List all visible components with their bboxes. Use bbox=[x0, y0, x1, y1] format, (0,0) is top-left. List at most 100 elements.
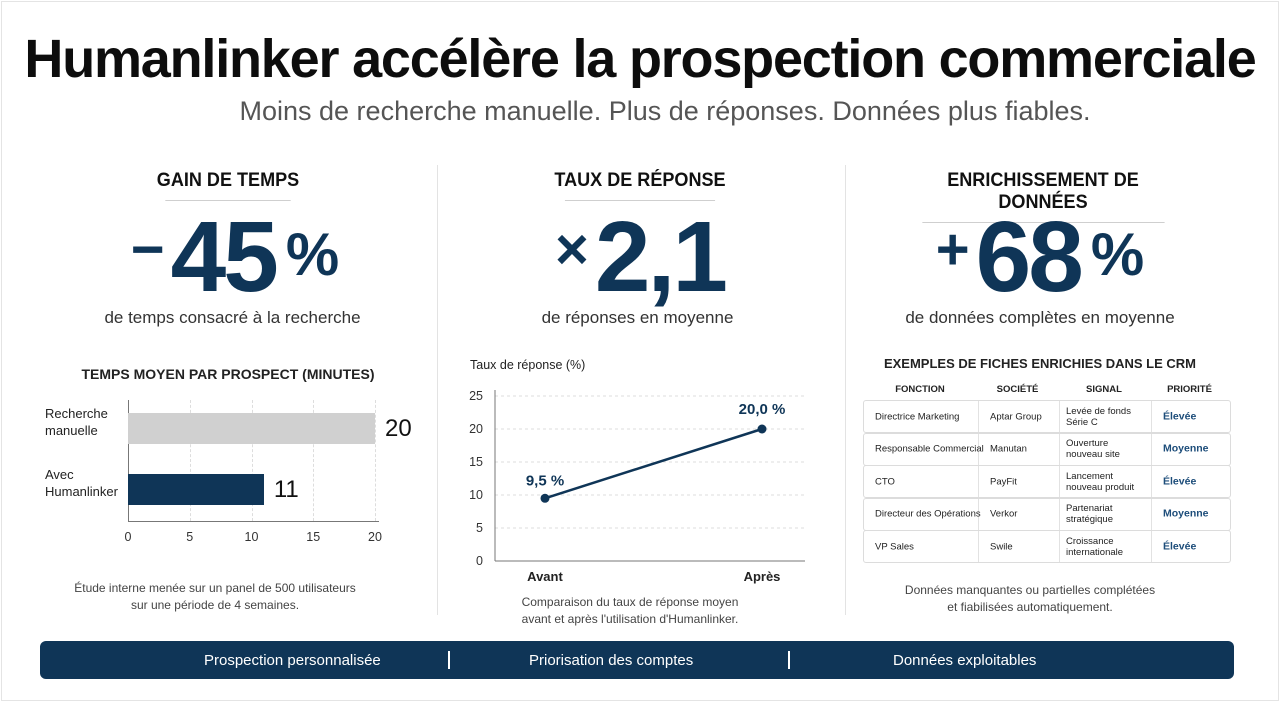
banner-item: Prospection personnalisée bbox=[204, 652, 381, 669]
crm-table-cell-divider bbox=[978, 531, 979, 562]
crm-table-row: VP Sales Swile Croissance internationale Él… bbox=[863, 530, 1231, 563]
crm-table-cell: CTO bbox=[875, 476, 895, 487]
line-chart-point bbox=[540, 493, 550, 503]
crm-table-cell: Ouverture nouveau site bbox=[1066, 438, 1120, 460]
kpi-data-description: de données complètes en moyenne bbox=[905, 308, 1175, 327]
line-chart-tick-label: 0 bbox=[476, 554, 483, 568]
line-chart-tick-label: 10 bbox=[469, 488, 483, 502]
bar-chart-gridline bbox=[313, 400, 315, 521]
crm-table-row: Directrice Marketing Aptar Group Levée de … bbox=[863, 400, 1231, 433]
banner-separator bbox=[448, 651, 450, 669]
crm-table-cell-divider bbox=[978, 466, 979, 497]
line-chart-tick-label: 25 bbox=[469, 389, 483, 403]
bar-chart-x-axis bbox=[128, 521, 379, 522]
crm-table-row: Directeur des Opérations Verkor Partenaria… bbox=[863, 497, 1231, 531]
crm-table-header: SOCIÉTÉ bbox=[996, 384, 1039, 395]
crm-table-cell: Manutan bbox=[990, 443, 1027, 455]
crm-table-header: SIGNAL bbox=[1086, 384, 1122, 395]
line-chart-footnote: Comparaison du taux de réponse moyen ava… bbox=[521, 595, 739, 626]
bar-chart-footnote: Étude interne menée sur un panel de 500 … bbox=[74, 581, 356, 612]
line-chart-tick-label: 20 bbox=[469, 422, 483, 436]
line-chart-ylabel: Taux de réponse (%) bbox=[470, 358, 586, 372]
bar-chart-tick-label: 10 bbox=[244, 530, 259, 544]
crm-table-row: Responsable Commercial Manutan Ouverture n… bbox=[863, 432, 1231, 466]
banner-separator bbox=[788, 651, 790, 669]
crm-table-cell-divider bbox=[978, 433, 979, 465]
crm-table-cell: Élevée bbox=[1163, 410, 1197, 422]
line-chart-tick-label: 5 bbox=[476, 521, 483, 535]
crm-table-cell-divider bbox=[1059, 498, 1060, 530]
crm-table-cell-divider bbox=[1059, 433, 1060, 465]
crm-table-cell-divider bbox=[1151, 433, 1152, 465]
bar-chart-gridline bbox=[375, 400, 376, 521]
bar-chart-bar bbox=[128, 413, 375, 444]
crm-table-cell: Directeur des Opérations bbox=[875, 508, 981, 520]
crm-table-cell: Croissance internationale bbox=[1066, 535, 1124, 558]
kpi-time-description: de temps consacré à la recherche bbox=[104, 308, 361, 327]
crm-table-cell-divider bbox=[978, 401, 979, 432]
crm-table-cell: Responsable Commercial bbox=[875, 443, 984, 455]
bar-chart-tick-label: 20 bbox=[368, 530, 382, 544]
crm-table-cell: Levée de fonds Série C bbox=[1066, 405, 1131, 428]
crm-table-cell-divider bbox=[1151, 466, 1152, 497]
line-chart-series-line bbox=[544, 427, 763, 500]
bar-chart-tick-label: 5 bbox=[186, 530, 194, 544]
feature-banner: Prospection personnalisée Priorisation d… bbox=[40, 641, 1234, 679]
crm-table-cell-divider bbox=[1059, 401, 1060, 432]
crm-table-title: EXEMPLES DE FICHES ENRICHIES DANS LE CRM bbox=[883, 356, 1197, 371]
crm-table-header: FONCTION bbox=[895, 384, 945, 395]
crm-table-cell: VP Sales bbox=[875, 541, 914, 552]
line-chart-category-label: Après bbox=[744, 569, 781, 584]
crm-table-cell: Directrice Marketing bbox=[875, 411, 960, 422]
crm-table-cell: Lancement nouveau produit bbox=[1066, 470, 1135, 493]
kpi-response-title: TAUX DE RÉPONSE bbox=[526, 170, 754, 201]
crm-table-cell-divider bbox=[1151, 401, 1152, 432]
line-chart-data-label: 9,5 % bbox=[526, 472, 564, 489]
bar-chart-data-label: 11 bbox=[273, 476, 299, 503]
kpi-data-value: +68% bbox=[935, 201, 1145, 313]
crm-table-cell: Verkor bbox=[990, 508, 1018, 520]
crm-table-footnote: Données manquantes ou partielles complét… bbox=[904, 583, 1156, 614]
banner-item: Priorisation des comptes bbox=[529, 652, 694, 669]
crm-table-cell: Moyenne bbox=[1163, 442, 1209, 455]
bar-chart-category-label: Avec Humanlinker bbox=[45, 467, 118, 499]
kpi-response-value: ×2,1 bbox=[555, 201, 728, 313]
bar-chart-gridline bbox=[251, 400, 253, 521]
crm-table-cell: Moyenne bbox=[1163, 507, 1209, 520]
crm-table-cell-divider bbox=[1151, 498, 1152, 530]
crm-table-row: CTO PayFit Lancement nouveau produit Élevée bbox=[863, 465, 1231, 498]
bar-chart-tick-label: 15 bbox=[306, 530, 321, 544]
bar-chart-data-label: 20 bbox=[385, 415, 412, 442]
crm-table-cell-divider bbox=[1059, 466, 1060, 497]
column-divider bbox=[845, 165, 846, 615]
bar-chart-gridline bbox=[189, 400, 191, 521]
bar-chart-category-label: Recherche manuelle bbox=[45, 406, 108, 438]
crm-table-cell: PayFit bbox=[990, 476, 1017, 487]
line-chart-tick-label: 15 bbox=[469, 455, 483, 469]
line-chart-data-label: 20,0 % bbox=[739, 401, 786, 418]
bar-chart-bar bbox=[128, 474, 264, 505]
line-chart: 0 5 10 15 20 25 9,5 % Avant 20,0 % Après bbox=[469, 389, 805, 584]
line-chart-point bbox=[757, 424, 767, 434]
crm-table-cell-divider bbox=[1151, 531, 1152, 562]
crm-table-cell: Élevée bbox=[1163, 475, 1197, 487]
kpi-time-title: GAIN DE TEMPS bbox=[114, 170, 342, 201]
kpi-data-title: ENRICHISSEMENT DE DONNÉES bbox=[901, 170, 1186, 223]
kpi-time-value: −45% bbox=[130, 201, 340, 313]
crm-table-header: PRIORITÉ bbox=[1167, 384, 1212, 395]
crm-table-cell: Swile bbox=[990, 541, 1013, 552]
bar-chart-tick-label: 0 bbox=[124, 530, 132, 544]
page-title: Humanlinker accélère la prospection comm… bbox=[24, 29, 1256, 89]
bar-chart-title: TEMPS MOYEN PAR PROSPECT (MINUTES) bbox=[81, 366, 375, 382]
line-chart-category-label: Avant bbox=[527, 569, 563, 584]
crm-table-cell: Élevée bbox=[1163, 540, 1197, 552]
column-divider bbox=[437, 165, 438, 615]
crm-table-cell-divider bbox=[978, 498, 979, 530]
page-subtitle: Moins de recherche manuelle. Plus de rép… bbox=[239, 96, 1091, 126]
crm-table-cell-divider bbox=[1059, 531, 1060, 562]
bar-chart-y-axis bbox=[128, 400, 129, 521]
banner-item: Données exploitables bbox=[893, 652, 1037, 669]
crm-table-cell: Partenariat stratégique bbox=[1066, 503, 1114, 525]
kpi-response-description: de réponses en moyenne bbox=[541, 308, 734, 327]
